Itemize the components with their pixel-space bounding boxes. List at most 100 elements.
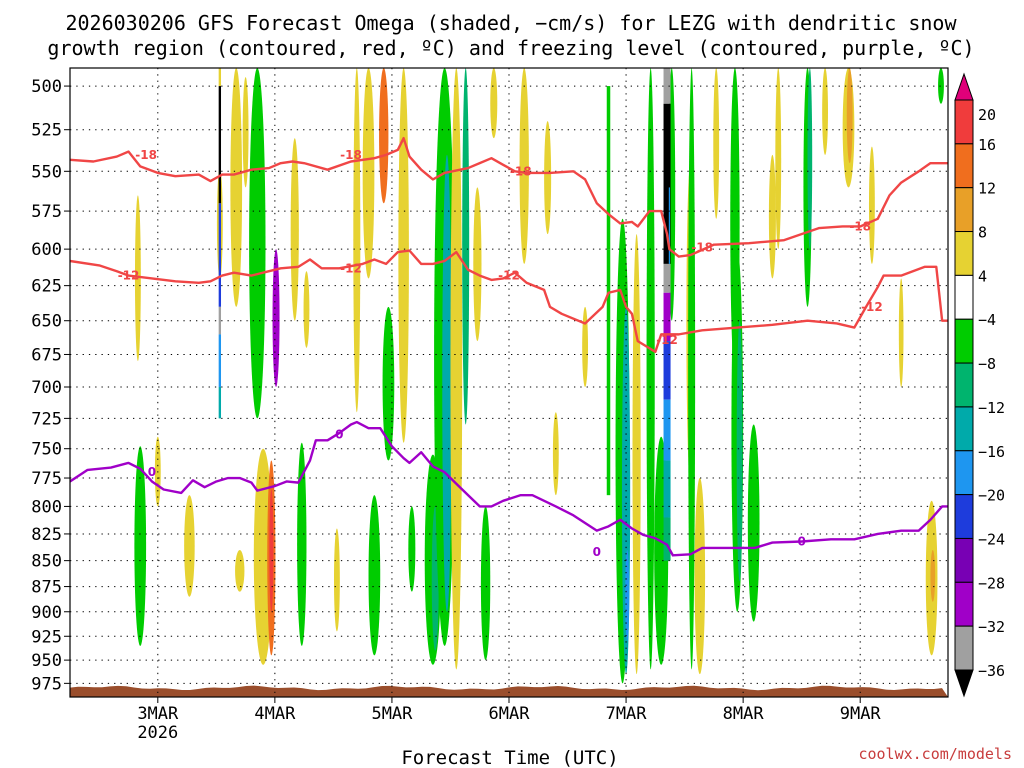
contour-label: -12	[340, 261, 362, 275]
omega-cell	[184, 495, 195, 597]
colorbar-swatch	[954, 231, 974, 276]
x-tick-label: 3MAR	[137, 704, 179, 724]
omega-cell	[134, 446, 147, 646]
colorbar-tick-label: 20	[978, 106, 996, 124]
omega-cell	[688, 68, 696, 670]
colorbar-bottom-arrow	[954, 669, 974, 698]
omega-column-band	[218, 306, 222, 335]
omega-cell	[290, 138, 299, 321]
terrain	[70, 685, 948, 697]
omega-cell	[269, 489, 274, 612]
omega-cell	[938, 68, 944, 104]
omega-cell	[632, 234, 641, 675]
omega-cell	[646, 68, 655, 670]
colorbar: 20 16 12 8 4 −4 −8 −12 −16 −20 −24 −28 −32 −36	[954, 72, 1005, 698]
x-tick-label: 9MAR	[840, 704, 882, 724]
x-tick-label: 7MAR	[606, 704, 648, 724]
omega-cell	[303, 271, 310, 348]
omega-cell	[544, 121, 552, 235]
colorbar-swatch	[954, 99, 974, 145]
colorbar-tick-label: −36	[978, 662, 1005, 680]
colorbar-swatch	[954, 406, 974, 452]
omega-column-band	[606, 86, 611, 250]
y-tick-label: 675	[31, 345, 62, 365]
contour-label: -18	[135, 148, 157, 162]
contour-label: -18	[691, 241, 713, 255]
colorbar-tick-label: −8	[978, 355, 996, 373]
omega-column-band	[663, 263, 671, 293]
y-tick-label: 575	[31, 202, 62, 222]
contour-label: -12	[656, 333, 678, 347]
colorbar-tick-label: −24	[978, 530, 1005, 548]
omega-cell	[768, 154, 776, 279]
y-tick-label: 925	[31, 627, 62, 647]
omega-cell	[297, 442, 307, 646]
omega-column-band	[218, 334, 222, 387]
omega-column-band	[663, 341, 671, 400]
y-tick-label: 700	[31, 378, 62, 398]
y-tick-label: 625	[31, 277, 62, 297]
y-tick-label: 725	[31, 409, 62, 429]
omega-cell	[694, 478, 706, 675]
omega-cell	[235, 550, 245, 592]
omega-column-band	[663, 517, 671, 561]
colorbar-tick-label: 8	[978, 224, 987, 242]
y-tick-label: 550	[31, 162, 62, 182]
contour-lines: -18 -18 -18 -18 -18 -12 -12 -12 -12 -12 0 0 0 0	[70, 136, 948, 559]
omega-cell	[333, 528, 340, 632]
omega-cell	[398, 68, 409, 443]
colorbar-swatch	[954, 318, 974, 364]
omega-cell	[379, 68, 389, 204]
omega-cell	[713, 68, 720, 219]
contour-line	[70, 249, 948, 354]
omega-column-band	[606, 249, 611, 496]
colorbar-swatch	[954, 450, 974, 496]
contour-label: 0	[797, 534, 805, 548]
omega-column-band	[668, 187, 670, 264]
colorbar-tick-label: −12	[978, 399, 1005, 417]
contour-line	[70, 420, 948, 557]
x-tick-label: 6MAR	[489, 704, 531, 724]
y-tick-label: 775	[31, 469, 62, 489]
contour-label: -18	[340, 148, 362, 162]
omega-column-band	[663, 292, 671, 342]
x-tick-label: 5MAR	[371, 704, 413, 724]
omega-cell	[582, 306, 589, 387]
omega-column-band	[663, 460, 671, 518]
credit-text: coolwx.com/models	[858, 745, 1012, 763]
contour-label: 0	[593, 545, 601, 559]
colorbar-tick-label: −20	[978, 487, 1005, 505]
colorbar-swatch	[954, 537, 974, 583]
colorbar-tick-label: 4	[978, 267, 987, 285]
colorbar-tick-label: 16	[978, 136, 996, 154]
omega-column-band	[218, 203, 222, 307]
colorbar-tick-label: −32	[978, 618, 1005, 636]
omega-cell	[230, 68, 243, 307]
y-tick-label: 875	[31, 578, 62, 598]
y-tick-label: 950	[31, 651, 62, 671]
omega-cell	[134, 195, 141, 362]
y-tick-label: 500	[31, 77, 62, 97]
omega-column-band	[218, 386, 222, 419]
omega-shading	[134, 68, 944, 684]
colorbar-swatch	[954, 581, 974, 627]
x-axis-title: Forecast Time (UTC)	[401, 747, 618, 768]
omega-cell	[490, 68, 498, 139]
omega-cell	[473, 187, 482, 342]
omega-column-band	[218, 86, 222, 204]
colorbar-swatch	[954, 187, 974, 233]
x-tick-label: 4MAR	[254, 704, 296, 724]
omega-cell	[408, 506, 416, 592]
omega-cell	[242, 77, 249, 188]
omega-cell	[253, 448, 273, 665]
omega-cell	[868, 146, 875, 264]
colorbar-swatch	[954, 274, 974, 320]
y-tick-label: 750	[31, 440, 62, 460]
colorbar-tick-label: −28	[978, 574, 1005, 592]
y-tick-label: 900	[31, 603, 62, 623]
omega-cell	[353, 68, 361, 413]
contour-label: 0	[148, 465, 156, 479]
y-tick-label: 600	[31, 240, 62, 260]
